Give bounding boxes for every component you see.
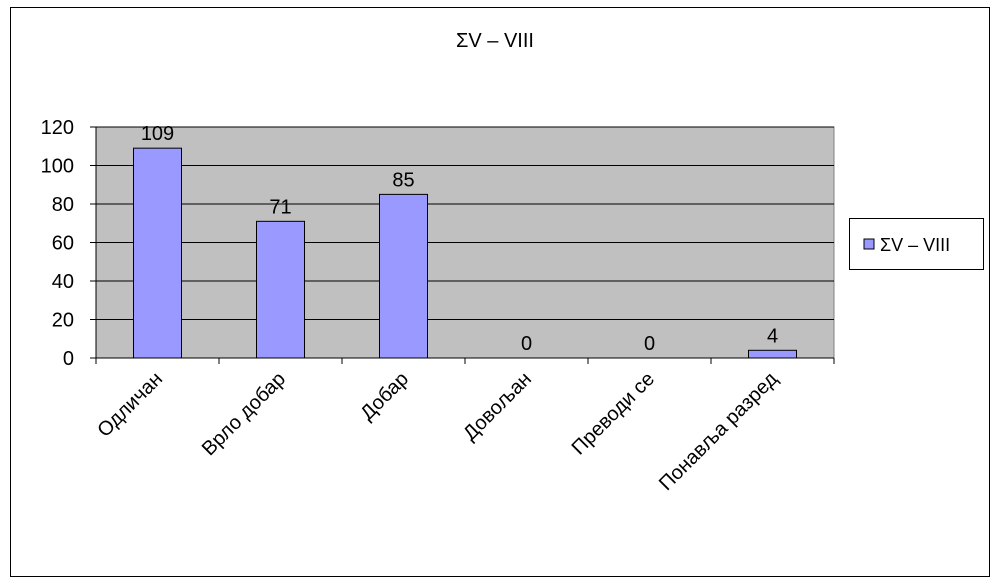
bars [133, 147, 797, 359]
data-label: 85 [392, 169, 414, 191]
y-tick-label: 120 [41, 117, 74, 139]
legend: ΣV – VIII [849, 218, 984, 270]
y-tick-label: 0 [63, 348, 74, 370]
gridlines [96, 126, 834, 320]
data-label: 4 [767, 325, 778, 347]
legend-box [849, 218, 984, 270]
y-tick-label: 60 [52, 233, 74, 255]
y-axis: 0 20 40 60 80 100 120 [41, 117, 97, 370]
bar [256, 220, 305, 359]
data-label: 71 [269, 196, 291, 218]
chart-title: ΣV – VIII [456, 30, 534, 52]
data-labels: 109 71 85 0 0 4 [141, 123, 778, 355]
bar [748, 349, 797, 359]
data-label: 0 [521, 333, 532, 355]
legend-swatch [863, 238, 875, 250]
y-tick-label: 20 [52, 310, 74, 332]
bar [133, 147, 182, 359]
data-label: 0 [644, 333, 655, 355]
y-tick-label: 100 [41, 156, 74, 178]
y-tick-label: 40 [52, 271, 74, 293]
data-label: 109 [141, 123, 174, 145]
bar [379, 193, 428, 359]
legend-label: ΣV – VIII [880, 235, 950, 255]
y-tick-label: 80 [52, 194, 74, 216]
